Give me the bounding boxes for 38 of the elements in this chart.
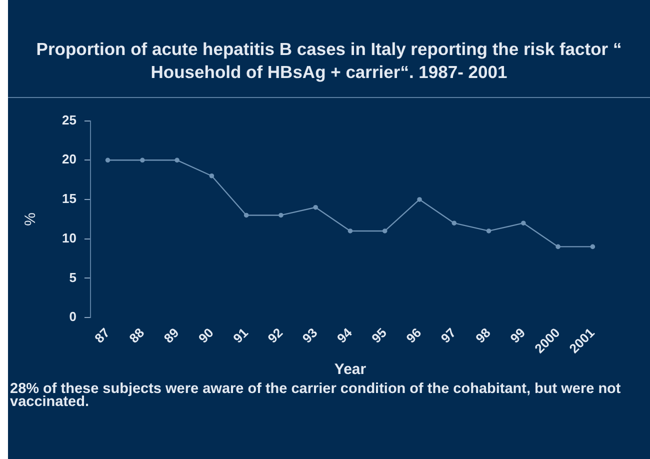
y-tick-label: 5 <box>69 270 76 285</box>
chart-title: Proportion of acute hepatitis B cases in Italy reporting the risk factor “ Household of HBsAg + carrier“. 1987- 2001 <box>35 38 623 84</box>
point <box>521 220 526 226</box>
x-tick-label: 97 <box>438 325 459 346</box>
point <box>452 220 457 226</box>
x-tick-label: 94 <box>334 324 356 346</box>
point <box>244 212 249 218</box>
x-tick-label: 91 <box>230 325 251 346</box>
x-tick-label: 88 <box>126 325 148 346</box>
y-tick-label: 10 <box>62 230 76 246</box>
point <box>590 244 596 250</box>
point <box>174 158 180 163</box>
point <box>313 204 318 210</box>
x-tick-label: 93 <box>299 325 320 346</box>
y-axis-title: % <box>22 212 40 226</box>
point <box>140 158 145 163</box>
point <box>278 212 284 218</box>
point <box>382 228 388 234</box>
x-tick-label: 92 <box>264 325 286 346</box>
y-tick-label: 0 <box>69 309 76 324</box>
point <box>105 158 110 163</box>
x-tick-label: 95 <box>368 325 390 346</box>
y-tick-label: 20 <box>62 152 76 167</box>
point <box>486 228 492 234</box>
x-tick-label: 87 <box>92 325 112 346</box>
text: 28% of these subjects were aware of the carrier condition of the cohabitant, but were not vaccinated. <box>10 381 622 410</box>
point <box>556 244 560 250</box>
x-tick-label: 90 <box>196 325 216 346</box>
point <box>209 173 214 178</box>
x-tick-label: 96 <box>403 325 424 346</box>
point <box>417 197 422 202</box>
x-tick-label: 98 <box>472 325 494 346</box>
x-tick-label: 99 <box>507 325 528 346</box>
y-tick-label: 15 <box>62 191 76 206</box>
x-tick-label: 89 <box>160 325 182 346</box>
point <box>348 228 353 234</box>
x-axis-title: Year <box>334 361 366 378</box>
y-tick-label: 25 <box>62 112 76 128</box>
